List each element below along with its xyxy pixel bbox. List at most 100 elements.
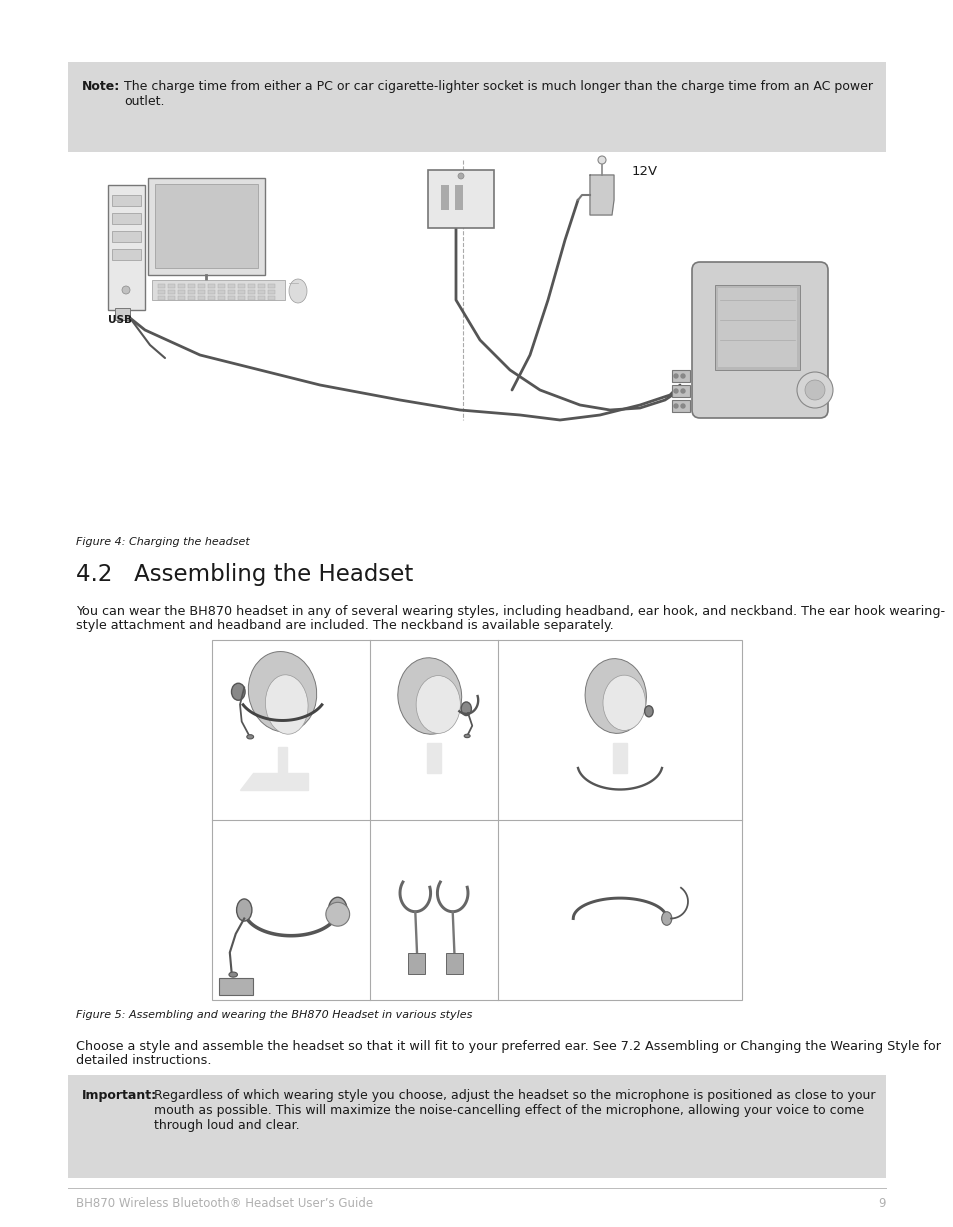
Bar <box>112 195 141 206</box>
Bar <box>188 290 194 294</box>
Bar <box>68 63 885 152</box>
Bar <box>714 285 800 371</box>
Bar <box>268 283 274 288</box>
Circle shape <box>673 374 678 378</box>
FancyBboxPatch shape <box>691 263 827 418</box>
Polygon shape <box>278 747 287 773</box>
Bar <box>208 290 214 294</box>
Bar <box>428 171 494 228</box>
Bar <box>152 280 285 299</box>
Bar <box>268 296 274 299</box>
Polygon shape <box>427 742 440 773</box>
Bar <box>208 296 214 299</box>
Ellipse shape <box>397 658 461 734</box>
Polygon shape <box>613 742 626 773</box>
Circle shape <box>598 156 605 164</box>
Circle shape <box>680 404 684 409</box>
Circle shape <box>326 902 350 926</box>
Bar <box>218 296 225 299</box>
Bar <box>198 283 205 288</box>
Text: mouth as possible. This will maximize the noise-cancelling effect of the microph: mouth as possible. This will maximize th… <box>153 1104 863 1117</box>
Bar <box>248 283 254 288</box>
Bar <box>178 296 185 299</box>
Ellipse shape <box>229 972 237 977</box>
Bar <box>718 288 796 367</box>
Bar <box>237 290 245 294</box>
Bar <box>408 952 425 974</box>
Bar <box>168 290 174 294</box>
Bar <box>257 296 265 299</box>
Bar <box>112 249 141 260</box>
Text: Important:: Important: <box>82 1090 157 1102</box>
Ellipse shape <box>644 706 653 717</box>
Bar <box>268 290 274 294</box>
Bar <box>228 283 234 288</box>
Circle shape <box>673 404 678 409</box>
Bar <box>168 283 174 288</box>
Bar <box>440 185 449 210</box>
Bar <box>108 185 145 310</box>
Text: 12V: 12V <box>631 164 658 178</box>
Ellipse shape <box>661 912 671 925</box>
Text: Note:: Note: <box>82 80 120 93</box>
Bar <box>188 283 194 288</box>
Bar <box>168 296 174 299</box>
Ellipse shape <box>460 702 471 715</box>
Text: The charge time from either a PC or car cigarette-lighter socket is much longer : The charge time from either a PC or car … <box>124 80 872 93</box>
Bar <box>257 283 265 288</box>
Ellipse shape <box>584 659 646 734</box>
Bar <box>671 371 689 382</box>
Bar <box>198 290 205 294</box>
Text: through loud and clear.: through loud and clear. <box>153 1119 299 1133</box>
Text: BH870 Wireless Bluetooth® Headset User’s Guide: BH870 Wireless Bluetooth® Headset User’s… <box>76 1198 373 1210</box>
Circle shape <box>680 389 684 393</box>
Ellipse shape <box>416 676 460 734</box>
Bar <box>68 1075 885 1178</box>
Bar <box>188 296 194 299</box>
Polygon shape <box>589 175 614 215</box>
Ellipse shape <box>247 735 253 739</box>
Ellipse shape <box>289 279 307 303</box>
Bar <box>237 296 245 299</box>
Text: 9: 9 <box>878 1198 885 1210</box>
Circle shape <box>796 372 832 409</box>
Bar <box>237 283 245 288</box>
Bar <box>257 290 265 294</box>
Bar <box>228 290 234 294</box>
Bar <box>248 290 254 294</box>
Circle shape <box>673 389 678 393</box>
Circle shape <box>122 286 130 294</box>
Text: Figure 4: Charging the headset: Figure 4: Charging the headset <box>76 537 250 547</box>
Ellipse shape <box>464 734 470 737</box>
Bar <box>208 283 214 288</box>
Bar <box>445 952 462 974</box>
Ellipse shape <box>602 675 645 730</box>
Bar <box>228 296 234 299</box>
Bar <box>158 290 165 294</box>
Ellipse shape <box>265 675 308 734</box>
Polygon shape <box>240 773 308 789</box>
Bar <box>198 296 205 299</box>
Text: detailed instructions.: detailed instructions. <box>76 1054 212 1067</box>
Text: Figure 5: Assembling and wearing the BH870 Headset in various styles: Figure 5: Assembling and wearing the BH8… <box>76 1010 472 1020</box>
Bar <box>148 178 265 275</box>
Text: style attachment and headband are included. The neckband is available separately: style attachment and headband are includ… <box>76 618 613 632</box>
Text: 4.2   Assembling the Headset: 4.2 Assembling the Headset <box>76 563 413 587</box>
Text: USB: USB <box>108 315 132 325</box>
Circle shape <box>457 173 463 179</box>
Bar <box>158 296 165 299</box>
Bar <box>154 184 257 267</box>
Ellipse shape <box>328 897 347 923</box>
Ellipse shape <box>232 683 245 701</box>
Ellipse shape <box>236 899 252 921</box>
Text: You can wear the BH870 headset in any of several wearing styles, including headb: You can wear the BH870 headset in any of… <box>76 605 944 618</box>
Circle shape <box>804 380 824 400</box>
Bar <box>218 978 253 995</box>
Circle shape <box>680 374 684 378</box>
Bar <box>455 185 462 210</box>
Bar <box>178 283 185 288</box>
Bar <box>671 400 689 412</box>
Bar <box>158 283 165 288</box>
Text: Choose a style and assemble the headset so that it will fit to your preferred ea: Choose a style and assemble the headset … <box>76 1040 940 1053</box>
Bar <box>218 290 225 294</box>
